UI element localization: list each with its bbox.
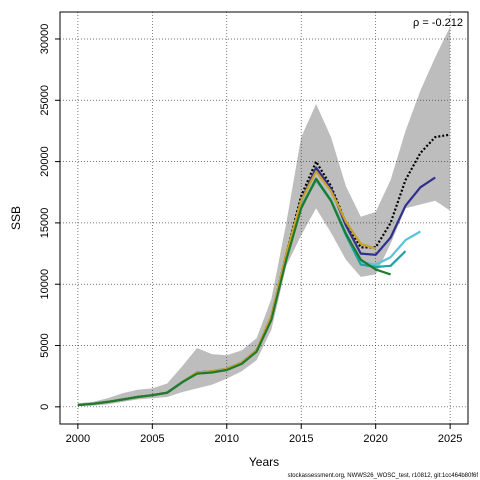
- rho-annotation: ρ = -0.212: [413, 17, 463, 29]
- y-tick-label: 30000: [39, 24, 51, 55]
- x-tick-label: 2025: [438, 433, 462, 445]
- axis-layer: 2000 2005 2010 2015 2020 2025 0 5000 10000 15000 2…: [39, 24, 462, 445]
- series-line-3: [77, 177, 421, 407]
- plot-frame: [59, 11, 469, 425]
- footer-note: stockassessment.org, NWWS26_WOSC_test, r…: [288, 473, 479, 479]
- y-tick-label: 15000: [39, 208, 51, 239]
- x-tick-label: 2005: [140, 433, 164, 445]
- confidence-band-layer: [77, 26, 451, 407]
- x-tick-label: 2020: [363, 433, 387, 445]
- x-tick-label: 2015: [289, 433, 313, 445]
- y-tick-label: 0: [39, 404, 51, 410]
- x-axis-title: Years: [249, 455, 279, 469]
- series-layer: [77, 133, 451, 407]
- y-tick-label: 20000: [39, 146, 51, 177]
- grid-layer: [60, 12, 468, 424]
- series-line-6: [77, 177, 391, 407]
- x-tick-label: 2010: [215, 433, 239, 445]
- y-tick-label: 10000: [39, 269, 51, 300]
- y-tick-label: 5000: [39, 333, 51, 357]
- x-tick-label: 2000: [66, 433, 90, 445]
- confidence-band: [77, 26, 451, 407]
- y-tick-label: 25000: [39, 85, 51, 116]
- y-axis-title: SSB: [9, 206, 23, 230]
